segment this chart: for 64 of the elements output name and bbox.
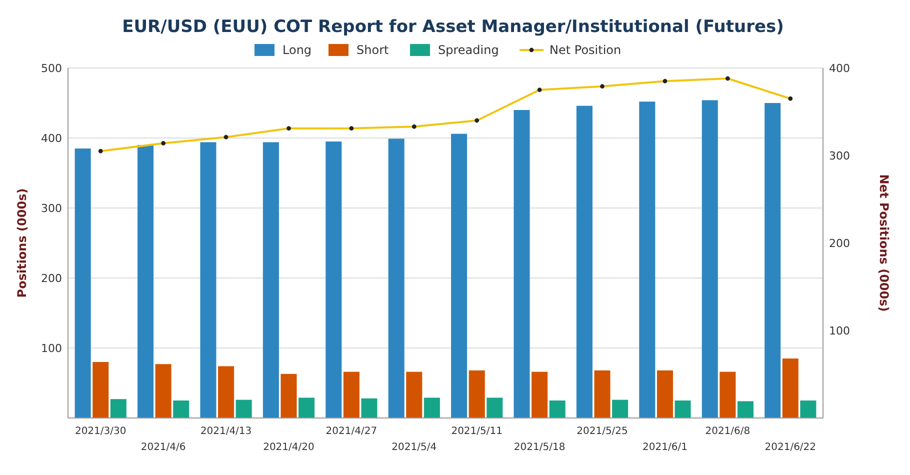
y2-axis-title: Net Positions (000s) <box>877 174 891 312</box>
bar <box>155 364 172 418</box>
y-tick-label: 400 <box>41 132 62 145</box>
bar <box>656 370 673 418</box>
bar <box>514 110 530 418</box>
bar <box>218 366 234 418</box>
y-tick-label: 200 <box>41 272 62 285</box>
bar <box>639 102 656 418</box>
bar <box>612 400 628 418</box>
x-tick-label: 2021/5/18 <box>514 442 566 453</box>
bar <box>782 358 798 418</box>
y2-tick-label: 200 <box>829 237 850 250</box>
x-tick-label: 2021/5/25 <box>576 426 628 437</box>
bar <box>74 148 91 418</box>
bar <box>361 398 378 418</box>
x-tick-label: 2021/6/22 <box>764 442 816 453</box>
bar <box>298 398 315 418</box>
bar <box>262 142 279 418</box>
chart-title: EUR/USD (EUU) COT Report for Asset Manager/Institutional (Futures) <box>122 17 784 37</box>
legend-label: Short <box>356 43 389 57</box>
bar <box>138 145 154 418</box>
bar <box>388 138 404 418</box>
bar <box>549 400 566 418</box>
bar <box>737 401 754 418</box>
y-tick-label: 300 <box>41 202 62 215</box>
y2-tick-label: 100 <box>829 324 850 338</box>
bar <box>110 399 126 418</box>
bar <box>92 362 109 418</box>
y2-tick-label: 300 <box>829 150 850 162</box>
bar <box>486 398 503 418</box>
x-tick-label: 2021/5/11 <box>451 426 502 437</box>
x-tick-label: 2021/5/4 <box>392 442 437 453</box>
y-tick-label: 500 <box>41 62 62 75</box>
y-axis-title: Positions (000s) <box>15 188 29 298</box>
bar <box>406 372 422 418</box>
x-tick-label: 2021/4/13 <box>200 426 252 437</box>
bar <box>343 372 360 418</box>
legend-label: Long <box>282 43 312 57</box>
bar <box>674 400 691 418</box>
x-tick-label: 2021/6/1 <box>642 442 688 453</box>
bar <box>451 134 468 418</box>
y2-tick-label: 400 <box>829 62 850 75</box>
bar <box>200 142 216 418</box>
bar <box>764 103 781 418</box>
bar <box>173 400 190 418</box>
legend-label: Spreading <box>438 43 499 57</box>
x-tick-label: 2021/3/30 <box>74 426 126 437</box>
y-tick-label: 100 <box>41 342 62 355</box>
bar <box>720 372 736 418</box>
bar <box>236 400 252 418</box>
bar <box>594 370 610 418</box>
bar <box>468 370 485 418</box>
x-tick-label: 2021/4/6 <box>140 442 186 453</box>
x-tick-label: 2021/4/27 <box>326 426 378 437</box>
bar <box>702 100 718 418</box>
bar <box>424 398 440 418</box>
bar <box>280 374 297 418</box>
bar <box>326 142 342 418</box>
x-tick-label: 2021/4/20 <box>263 442 314 453</box>
bar <box>532 372 548 418</box>
x-tick-label: 2021/6/8 <box>705 426 750 437</box>
legend-label: Net Position <box>550 43 622 57</box>
bar <box>800 400 816 418</box>
bar <box>576 106 592 418</box>
